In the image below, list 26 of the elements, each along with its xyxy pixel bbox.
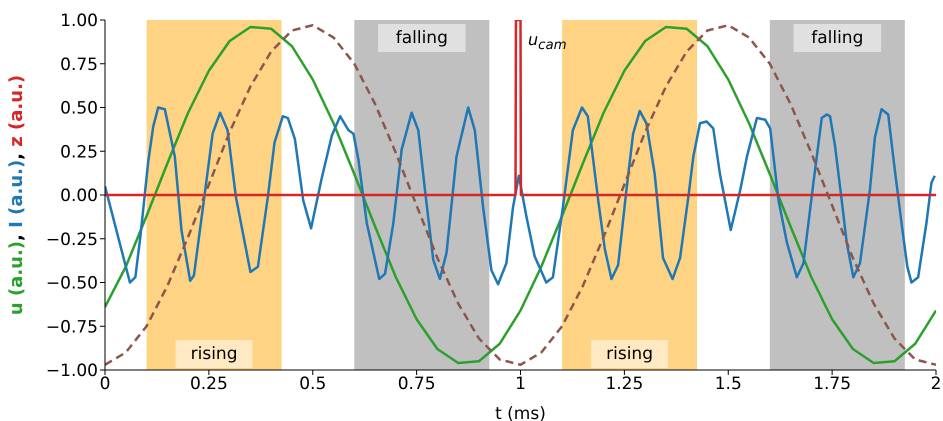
band-label: rising <box>606 344 653 364</box>
y-tick-label: −0.25 <box>46 230 98 250</box>
y-axis-title: u (a.u.), I (a.u.), z (a.u.) <box>6 74 27 316</box>
x-tick-label: 1 <box>515 374 526 394</box>
y-tick-label: 0.75 <box>60 54 98 75</box>
line-series <box>105 106 936 286</box>
x-tick-label: 0.25 <box>190 374 228 394</box>
band-label: falling <box>396 28 448 48</box>
y-tick-label: −0.50 <box>46 274 98 294</box>
x-tick-label: 2 <box>930 374 942 394</box>
x-tick-label: 0.75 <box>398 374 436 394</box>
y-tick-label: −1.00 <box>46 361 98 382</box>
annotation: u$_{cam}$ <box>528 30 567 54</box>
band-label: rising <box>190 344 238 364</box>
y-tick-label: 0.50 <box>60 98 98 119</box>
y-tick-label: 0.25 <box>60 142 98 162</box>
x-tick-label: 1.5 <box>714 374 742 394</box>
y-tick-label: 1.00 <box>60 11 98 32</box>
y-tick-label: −0.75 <box>46 317 98 338</box>
y-tick-label: 0.00 <box>60 186 98 206</box>
band-label: falling <box>811 28 864 48</box>
x-tick-label: 1.75 <box>813 374 852 394</box>
x-axis-title: t (ms) <box>495 404 546 421</box>
x-tick-label: 1.25 <box>605 374 644 394</box>
x-tick-label: 0.5 <box>299 374 326 394</box>
x-tick-label: 0 <box>100 374 110 394</box>
